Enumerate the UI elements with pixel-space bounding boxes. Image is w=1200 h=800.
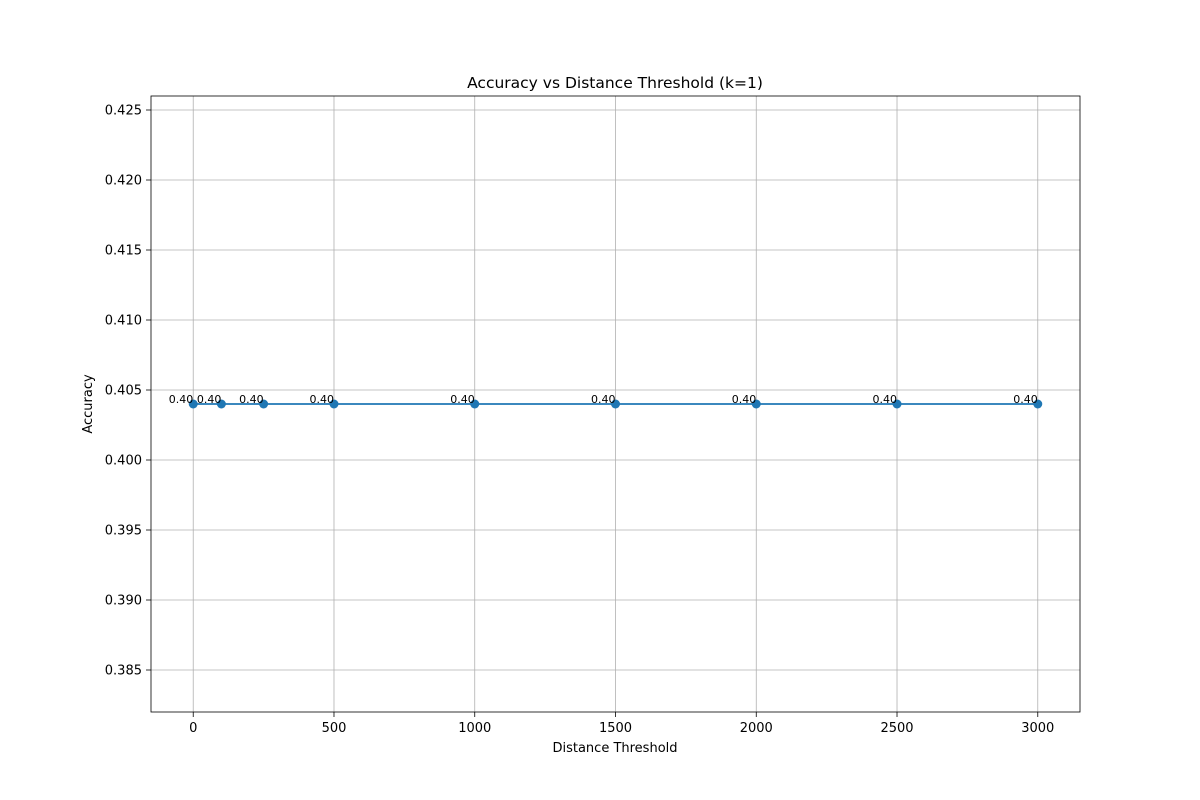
tick-layer: 0 500 1000 1500 2000 2500 3000 0.385 0.390 0.395 0… bbox=[105, 104, 1055, 737]
x-tick-label: 2500 bbox=[880, 721, 913, 736]
y-axis-label: Accuracy bbox=[81, 374, 96, 434]
data-label: 0.40 bbox=[450, 393, 475, 406]
x-tick-label: 0 bbox=[189, 721, 197, 736]
data-label: 0.40 bbox=[1013, 393, 1038, 406]
data-point bbox=[259, 399, 269, 409]
y-tick-label: 0.390 bbox=[105, 594, 142, 609]
data-label: 0.40 bbox=[197, 393, 222, 406]
data-point bbox=[751, 399, 761, 409]
y-tick-label: 0.400 bbox=[105, 454, 142, 469]
y-tick-label: 0.415 bbox=[105, 244, 142, 259]
data-label: 0.40 bbox=[309, 393, 334, 406]
y-tick-label: 0.420 bbox=[105, 174, 142, 189]
data-label: 0.40 bbox=[169, 393, 194, 406]
y-tick-label: 0.405 bbox=[105, 384, 142, 399]
y-tick-label: 0.395 bbox=[105, 524, 142, 539]
y-tick-label: 0.410 bbox=[105, 314, 142, 329]
data-label: 0.40 bbox=[239, 393, 264, 406]
x-tick-label: 1500 bbox=[599, 721, 632, 736]
data-label: 0.40 bbox=[873, 393, 898, 406]
y-tick-label: 0.385 bbox=[105, 664, 142, 679]
x-tick-label: 3000 bbox=[1021, 721, 1054, 736]
chart-title: Accuracy vs Distance Threshold (k=1) bbox=[467, 74, 763, 92]
data-point bbox=[188, 399, 198, 409]
data-label: 0.40 bbox=[732, 393, 757, 406]
y-tick-label: 0.425 bbox=[105, 104, 142, 119]
x-tick-label: 500 bbox=[322, 721, 347, 736]
data-point bbox=[470, 399, 480, 409]
data-label: 0.40 bbox=[591, 393, 616, 406]
x-axis-label: Distance Threshold bbox=[552, 741, 677, 756]
data-point bbox=[892, 399, 902, 409]
data-point bbox=[611, 399, 620, 409]
x-tick-label: 1000 bbox=[458, 721, 491, 736]
data-point bbox=[1033, 399, 1043, 409]
x-tick-label: 2000 bbox=[740, 721, 773, 736]
data-point bbox=[329, 399, 339, 409]
data-point bbox=[216, 399, 226, 409]
series-layer: 0.40 0.40 0.40 0.40 0.40 0.40 0.40 0.40 0.40 bbox=[169, 393, 1043, 409]
